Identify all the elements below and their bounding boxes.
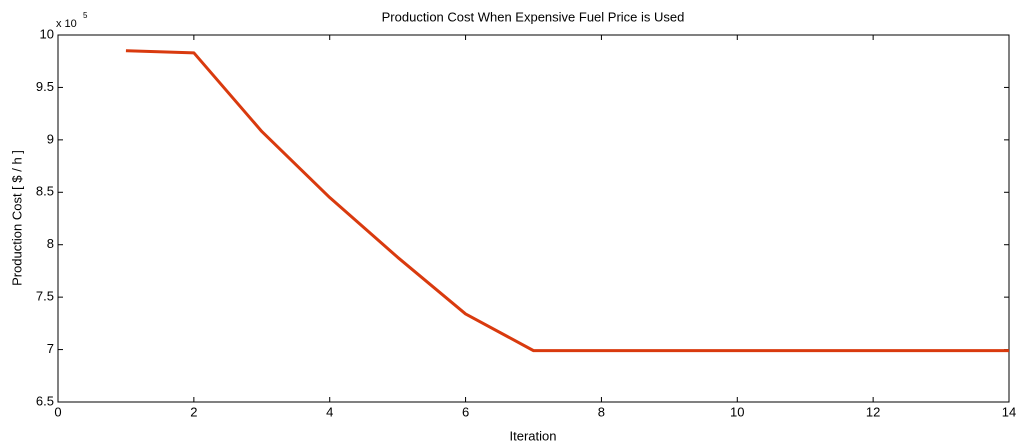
y-tick-label: 7.5 [36, 289, 54, 304]
chart-title: Production Cost When Expensive Fuel Pric… [382, 9, 685, 24]
y-tick-label: 10 [40, 26, 54, 41]
x-axis-label: Iteration [510, 428, 557, 443]
y-axis-label: Production Cost [ $ / h ] [9, 150, 24, 286]
x-tick-label: 8 [598, 404, 605, 419]
y-tick-label: 6.5 [36, 393, 54, 408]
x-tick-label: 14 [1002, 404, 1016, 419]
y-tick-label: 8 [47, 236, 54, 251]
data-line [125, 49, 1009, 353]
x-tick-label: 6 [462, 404, 469, 419]
x-tick-label: 4 [326, 404, 333, 419]
y-tick-label: 9.5 [36, 79, 54, 94]
y-tick-label: 8.5 [36, 184, 54, 199]
plot-frame [57, 34, 1010, 403]
y-tick-label: 7 [47, 341, 54, 356]
x-tick-label: 2 [190, 404, 197, 419]
y-tick-label: 9 [47, 131, 54, 146]
x-tick-label: 0 [54, 404, 61, 419]
y-multiplier: x 10 [56, 18, 77, 30]
y-exponent: 5 [83, 11, 88, 20]
x-tick-label: 12 [866, 404, 880, 419]
x-tick-label: 10 [730, 404, 744, 419]
